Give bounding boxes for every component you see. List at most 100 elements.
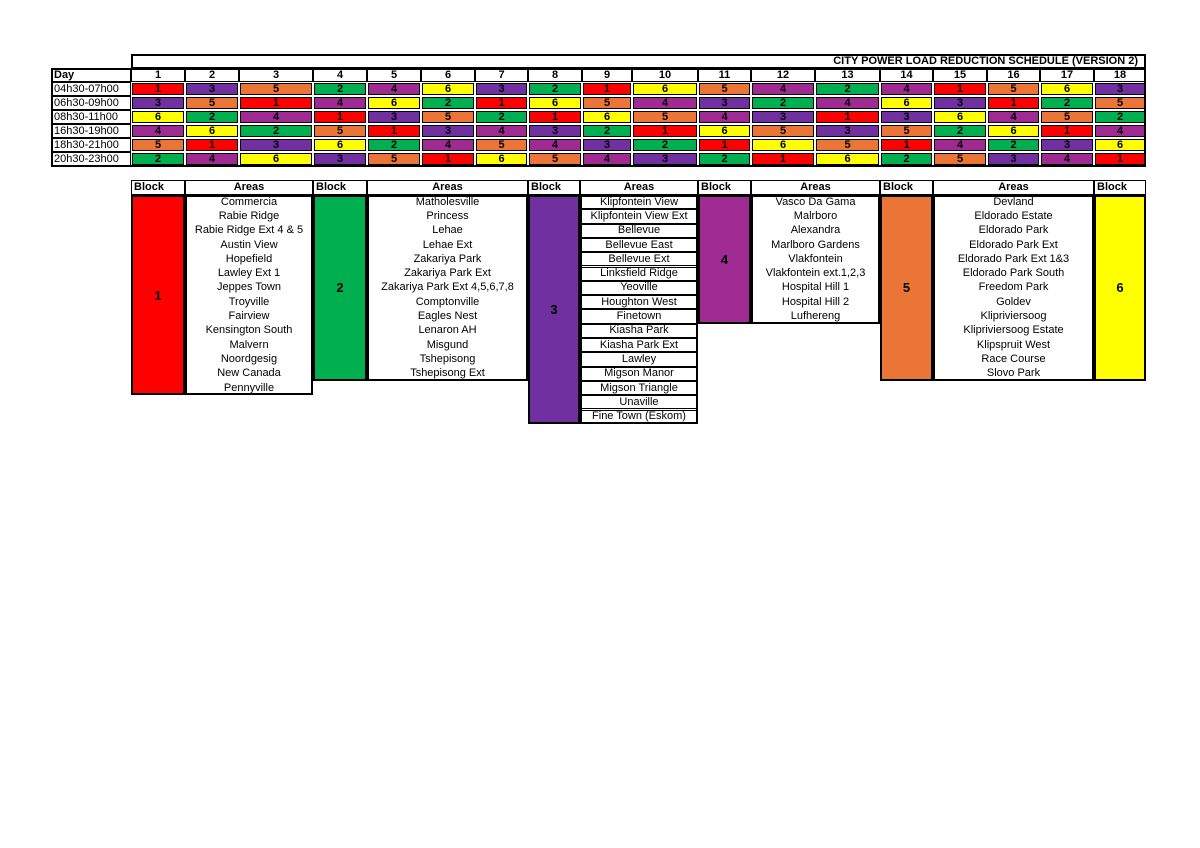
schedule-cell-block: 4 bbox=[934, 139, 986, 151]
area-name: Tshepisong bbox=[419, 352, 476, 365]
area-name: Zakariya Park Ext 4,5,6,7,8 bbox=[381, 281, 514, 294]
schedule-cell-block: 1 bbox=[186, 139, 238, 151]
schedule-cell-block: 4 bbox=[314, 97, 366, 109]
schedule-cell-block: 6 bbox=[476, 153, 527, 165]
schedule-cell-block: 5 bbox=[186, 97, 238, 109]
area-name: Houghton West bbox=[581, 295, 697, 310]
schedule-cell-block: 2 bbox=[476, 111, 527, 123]
schedule-cell-block: 5 bbox=[240, 83, 312, 95]
block-header: Block bbox=[698, 180, 751, 195]
schedule-cell-block: 5 bbox=[934, 153, 986, 165]
schedule-cell-block: 3 bbox=[186, 83, 238, 95]
schedule-cell-block: 1 bbox=[1041, 125, 1093, 137]
schedule-cell-block: 5 bbox=[132, 139, 184, 151]
block-number-cell: 6 bbox=[1094, 195, 1146, 381]
schedule-cell-block: 2 bbox=[752, 97, 814, 109]
schedule-cell-block: 3 bbox=[476, 83, 527, 95]
areas-list bbox=[367, 195, 528, 381]
area-name: Malrboro bbox=[793, 209, 838, 222]
schedule-cell-block: 2 bbox=[132, 153, 184, 165]
schedule-cell-block: 1 bbox=[476, 97, 527, 109]
day-column-header: 16 bbox=[987, 68, 1040, 82]
area-name: Lawley Ext 1 bbox=[217, 267, 281, 280]
schedule-cell-block: 6 bbox=[934, 111, 986, 123]
day-column-header: 9 bbox=[582, 68, 632, 82]
schedule-cell-block: 4 bbox=[633, 97, 697, 109]
schedule-cell-block: 1 bbox=[752, 153, 814, 165]
day-column-header: 14 bbox=[880, 68, 933, 82]
area-name: Eldorado Park Ext bbox=[969, 238, 1058, 251]
area-name: Bellevue Ext bbox=[581, 252, 697, 267]
schedule-cell-block: 1 bbox=[1095, 153, 1145, 165]
schedule-cell-block: 5 bbox=[368, 153, 420, 165]
schedule-cell-block: 2 bbox=[368, 139, 420, 151]
area-name: Lenaron AH bbox=[418, 324, 477, 337]
area-name: Eldorado Park Ext 1&3 bbox=[957, 252, 1070, 265]
day-column-header: 7 bbox=[475, 68, 528, 82]
schedule-cell-block: 3 bbox=[752, 111, 814, 123]
time-slot-label: 08h30-11h00 bbox=[51, 110, 131, 124]
schedule-cell-block: 3 bbox=[881, 111, 932, 123]
schedule-cell-block: 4 bbox=[881, 83, 932, 95]
areas-header: Areas bbox=[367, 180, 528, 195]
schedule-cell-block: 4 bbox=[988, 111, 1039, 123]
schedule-cell-block: 1 bbox=[529, 111, 581, 123]
area-name: Klipspruit West bbox=[976, 338, 1051, 351]
areas-header: Areas bbox=[185, 180, 313, 195]
schedule-cell-block: 4 bbox=[752, 83, 814, 95]
schedule-cell-block: 1 bbox=[422, 153, 474, 165]
schedule-cell-block: 2 bbox=[529, 83, 581, 95]
schedule-cell-block: 2 bbox=[633, 139, 697, 151]
schedule-cell-block: 5 bbox=[988, 83, 1039, 95]
area-name: Yeoville bbox=[581, 280, 697, 296]
area-name: Kiasha Park bbox=[581, 323, 697, 338]
block-header: Block bbox=[313, 180, 367, 195]
area-name: Zakariya Park bbox=[413, 252, 482, 265]
day-column-header: 4 bbox=[313, 68, 367, 82]
schedule-cell-block: 2 bbox=[240, 125, 312, 137]
schedule-cell-block: 1 bbox=[988, 97, 1039, 109]
schedule-cell-block: 1 bbox=[132, 83, 184, 95]
area-name: Eldorado Park bbox=[978, 224, 1049, 237]
areas-list bbox=[751, 195, 880, 324]
schedule-cell-block: 4 bbox=[186, 153, 238, 165]
time-slot-label: 04h30-07h00 bbox=[51, 82, 131, 96]
schedule-cell-block: 1 bbox=[934, 83, 986, 95]
areas-header: Areas bbox=[580, 180, 698, 195]
schedule-cell-block: 5 bbox=[633, 111, 697, 123]
schedule-cell-block: 1 bbox=[368, 125, 420, 137]
block-header: Block bbox=[131, 180, 185, 195]
area-name: Fairview bbox=[228, 310, 270, 323]
area-name: Eagles Nest bbox=[417, 310, 478, 323]
schedule-cell-block: 2 bbox=[816, 83, 879, 95]
time-slot-label: 06h30-09h00 bbox=[51, 96, 131, 110]
schedule-cell-block: 3 bbox=[368, 111, 420, 123]
schedule-cell-block: 5 bbox=[1041, 111, 1093, 123]
schedule-cell-block: 2 bbox=[186, 111, 238, 123]
schedule-cell-block: 4 bbox=[368, 83, 420, 95]
sheet-title: CITY POWER LOAD REDUCTION SCHEDULE (VERS… bbox=[131, 54, 1146, 68]
schedule-cell-block: 1 bbox=[881, 139, 932, 151]
area-name: Zakariya Park Ext bbox=[404, 267, 491, 280]
block-number-cell: 3 bbox=[528, 195, 580, 424]
schedule-cell-block: 3 bbox=[240, 139, 312, 151]
schedule-cell-block: 3 bbox=[132, 97, 184, 109]
area-name: Austin View bbox=[220, 238, 278, 251]
area-name: Linksfield Ridge bbox=[581, 266, 697, 281]
schedule-cell-block: 4 bbox=[529, 139, 581, 151]
schedule-cell-block: 4 bbox=[240, 111, 312, 123]
schedule-cell-block: 6 bbox=[988, 125, 1039, 137]
area-name: Klipriviersoog Estate bbox=[963, 324, 1064, 337]
day-column-header: 15 bbox=[933, 68, 987, 82]
schedule-cell-block: 5 bbox=[529, 153, 581, 165]
schedule-cell-block: 3 bbox=[1041, 139, 1093, 151]
day-column-header: 5 bbox=[367, 68, 421, 82]
schedule-cell-block: 5 bbox=[422, 111, 474, 123]
area-name: Lufhereng bbox=[790, 310, 841, 323]
block-header: Block bbox=[880, 180, 933, 195]
area-name: Rabie Ridge bbox=[218, 209, 280, 222]
area-name: New Canada bbox=[217, 367, 281, 380]
schedule-cell-block: 2 bbox=[881, 153, 932, 165]
schedule-cell-block: 6 bbox=[633, 83, 697, 95]
schedule-cell-block: 6 bbox=[816, 153, 879, 165]
